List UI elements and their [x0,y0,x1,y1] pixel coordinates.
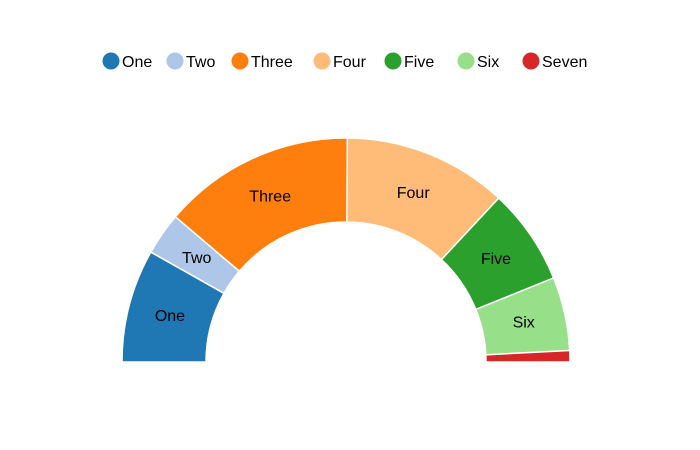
slice-label-six: Six [513,315,535,332]
legend-swatch [522,52,540,70]
slice-label-one: One [155,308,185,325]
slice-label-two: Two [182,250,211,267]
legend-swatch [313,52,331,70]
legend-item-two[interactable]: Two [166,52,216,72]
chart-slices [121,137,571,363]
legend-swatch [384,52,402,70]
legend-item-four[interactable]: Four [313,52,367,72]
legend-item-six[interactable]: Six [457,52,500,72]
slice-label-four: Four [397,185,431,202]
slice-seven[interactable] [485,349,571,363]
legend-swatch [102,52,120,70]
legend-label: Four [333,54,367,71]
legend-label: Five [404,54,434,71]
slice-labels: One Two Three Four Five Six [155,185,535,332]
legend: One Two Three Four Five Six Seven [102,52,588,72]
legend-label: One [122,54,152,71]
legend-item-seven[interactable]: Seven [522,52,588,72]
legend-item-one[interactable]: One [102,52,153,72]
legend-label: Six [477,54,499,71]
legend-swatch [457,52,475,70]
slice-label-five: Five [481,251,511,268]
legend-label: Two [186,54,215,71]
legend-item-three[interactable]: Three [231,52,293,72]
legend-swatch [166,52,184,70]
legend-label: Three [251,54,293,71]
legend-item-five[interactable]: Five [384,52,435,72]
legend-swatch [231,52,249,70]
slice-label-three: Three [249,189,291,206]
legend-label: Seven [542,54,587,71]
